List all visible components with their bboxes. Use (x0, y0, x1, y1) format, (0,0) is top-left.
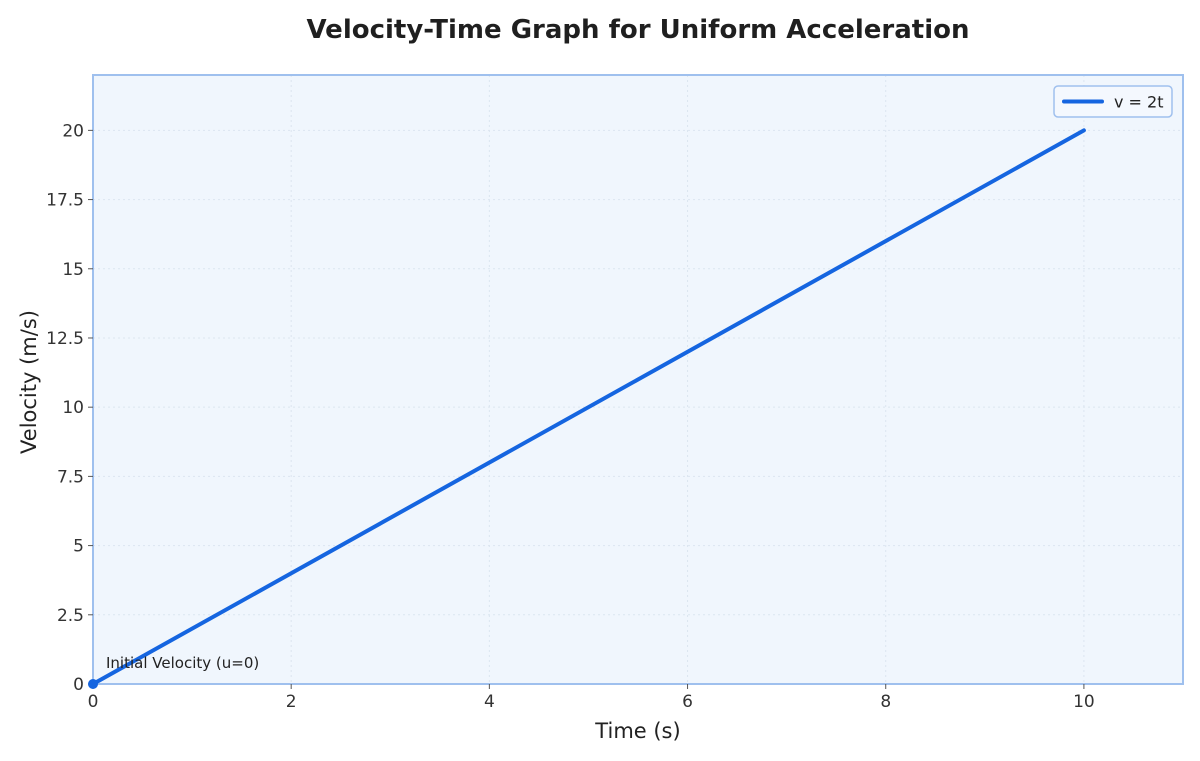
y-tick-label: 10 (62, 398, 84, 418)
legend-label: v = 2t (1114, 93, 1164, 112)
y-tick-label: 7.5 (57, 467, 84, 487)
x-tick-label: 6 (682, 692, 693, 712)
x-tick-label: 2 (286, 692, 297, 712)
x-tick-label: 0 (88, 692, 99, 712)
y-tick-label: 20 (62, 121, 84, 141)
y-tick-label: 0 (73, 675, 84, 695)
series-layer (91, 128, 1086, 686)
y-tick-label: 12.5 (46, 329, 84, 349)
y-axis-ticks: 0 2.5 5 7.5 10 12.5 15 17.5 20 (46, 121, 93, 695)
grid-lines (93, 75, 1183, 684)
series-line (91, 128, 1086, 686)
y-tick-label: 15 (62, 260, 84, 280)
x-axis-label: Time (s) (594, 719, 680, 743)
x-tick-label: 8 (880, 692, 891, 712)
annotation-layer: Initial Velocity (u=0) (88, 654, 259, 689)
chart-title: Velocity-Time Graph for Uniform Accelera… (306, 15, 969, 45)
plot-frame (92, 74, 1184, 685)
y-tick-label: 5 (73, 537, 84, 557)
legend-box (1053, 85, 1173, 118)
annotation-point (88, 679, 98, 689)
y-tick-label: 2.5 (57, 606, 84, 626)
y-axis-label: Velocity (m/s) (17, 310, 41, 454)
x-axis-ticks: 0 2 4 6 8 10 (88, 684, 1095, 712)
y-tick-label: 17.5 (46, 191, 84, 211)
x-tick-label: 10 (1073, 692, 1095, 712)
legend: v = 2t (1053, 85, 1173, 118)
x-tick-label: 4 (484, 692, 495, 712)
annotation-label: Initial Velocity (u=0) (106, 654, 259, 672)
